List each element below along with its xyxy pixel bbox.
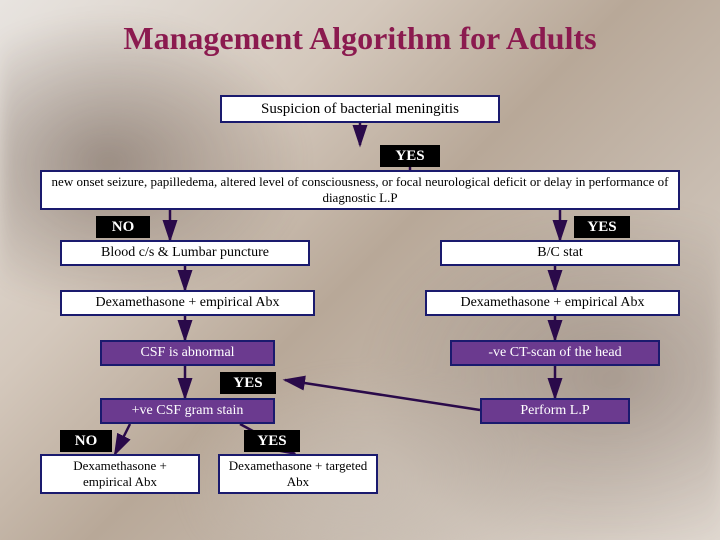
- node-criteria: new onset seizure, papilledema, altered …: [40, 170, 680, 210]
- node-yes3: YES: [220, 372, 276, 394]
- node-lp: Perform L.P: [480, 398, 630, 424]
- node-dexR: Dexamethasone + empirical Abx: [425, 290, 680, 316]
- node-suspicion: Suspicion of bacterial meningitis: [220, 95, 500, 123]
- node-yes1: YES: [380, 145, 440, 167]
- edge-12: [285, 380, 480, 410]
- node-dexTgt: Dexamethasone + targeted Abx: [218, 454, 378, 494]
- edge-10: [115, 424, 130, 454]
- node-yes4: YES: [244, 430, 300, 452]
- node-bcstat: B/C stat: [440, 240, 680, 266]
- node-no2: NO: [60, 430, 112, 452]
- node-ct: -ve CT-scan of the head: [450, 340, 660, 366]
- node-blood: Blood c/s & Lumbar puncture: [60, 240, 310, 266]
- node-dexL: Dexamethasone + empirical Abx: [60, 290, 315, 316]
- node-yes2: YES: [574, 216, 630, 238]
- page-title: Management Algorithm for Adults: [0, 20, 720, 57]
- node-no1: NO: [96, 216, 150, 238]
- flowchart-stage: Management Algorithm for Adults Suspicio…: [0, 0, 720, 540]
- node-csf: CSF is abnormal: [100, 340, 275, 366]
- node-gram: +ve CSF gram stain: [100, 398, 275, 424]
- node-dexEmp: Dexamethasone + empirical Abx: [40, 454, 200, 494]
